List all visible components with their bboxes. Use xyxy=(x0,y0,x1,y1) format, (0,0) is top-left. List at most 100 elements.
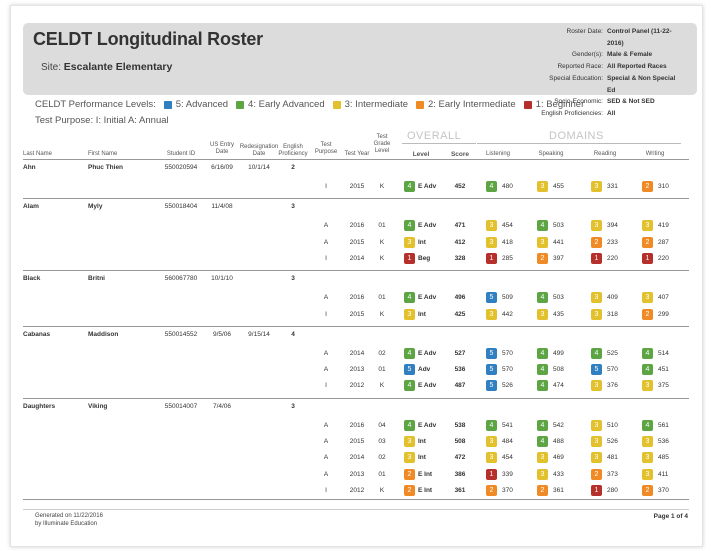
overall-score: 452 xyxy=(454,183,466,190)
filter-row: Gender(s): Male & Female xyxy=(463,49,685,61)
overall-score: 527 xyxy=(454,349,466,357)
roster-filters: Roster Date: Control Panel (11-22-2016) Ge… xyxy=(463,26,685,120)
header-english-proficiency: English Proficiency xyxy=(278,144,308,157)
footer-divider xyxy=(23,509,689,510)
filter-value: Special & Non Special Ed xyxy=(607,74,676,94)
header-test-year: Test Year xyxy=(344,151,370,157)
overall-score: 386 xyxy=(454,470,466,478)
overall-level: Int xyxy=(418,310,426,318)
speaking-badge: 3 xyxy=(537,452,548,464)
filter-value: All Reported Races xyxy=(607,63,667,71)
writing-badge: 3 xyxy=(642,380,653,392)
listening-badge: 2 xyxy=(486,484,497,496)
performance-legend: CELDT Performance Levels: 5: Advanced 4: … xyxy=(35,99,584,110)
student-id: 550020594 xyxy=(164,164,198,171)
reading-score: 526 xyxy=(607,438,618,445)
generated-by: by Illuminate Education xyxy=(35,520,98,527)
writing-score: 514 xyxy=(658,349,669,357)
speaking-badge: 4 xyxy=(537,436,548,447)
level-badge: 4 xyxy=(404,220,415,232)
listening-score: 526 xyxy=(502,382,513,390)
test-purpose: A xyxy=(323,294,329,302)
listening-score: 442 xyxy=(502,310,513,318)
test-year: 2015 xyxy=(349,238,365,246)
listening-badge: 3 xyxy=(486,452,497,464)
overall-divider xyxy=(402,143,476,144)
test-purpose: I xyxy=(325,486,327,494)
test-purpose: A xyxy=(323,438,329,445)
student-first-name: Britni xyxy=(88,275,105,283)
reading-badge: 2 xyxy=(591,468,602,480)
filter-row: Reported Race: All Reported Races xyxy=(463,61,685,73)
test-grade: K xyxy=(379,238,385,246)
reading-score: 220 xyxy=(607,254,618,262)
student-id: 550018404 xyxy=(164,203,198,211)
listening-score: 484 xyxy=(502,438,513,445)
listening-score: 370 xyxy=(502,486,513,494)
us-entry-date: 10/1/10 xyxy=(211,275,233,283)
overall-score: 412 xyxy=(454,238,466,246)
student-divider xyxy=(23,270,689,272)
overall-level: Adv xyxy=(418,366,431,374)
level-badge: 5 xyxy=(404,364,415,376)
report-title: CELDT Longitudinal Roster xyxy=(33,29,263,49)
header-overall: OVERALL xyxy=(407,130,462,142)
legend-text: 1: Beginner xyxy=(535,99,585,110)
test-year: 2016 xyxy=(349,294,365,302)
overall-score: 471 xyxy=(454,222,466,230)
test-year: 2015 xyxy=(349,310,365,318)
test-purpose: A xyxy=(323,421,329,429)
site-line: Site: Escalante Elementary xyxy=(41,61,172,73)
listening-score: 454 xyxy=(502,222,513,230)
test-grade: 01 xyxy=(378,294,386,302)
speaking-badge: 4 xyxy=(537,419,548,431)
student-divider xyxy=(23,325,689,327)
us-entry-date: 6/16/09 xyxy=(211,164,233,171)
header-speaking: Speaking xyxy=(538,151,564,157)
level-badge: 4 xyxy=(404,181,415,192)
student-id: 560067780 xyxy=(164,275,198,283)
speaking-score: 441 xyxy=(553,238,564,246)
level-badge: 4 xyxy=(404,419,415,431)
speaking-score: 397 xyxy=(553,254,564,262)
student-divider xyxy=(23,159,689,160)
test-year: 2014 xyxy=(349,254,365,262)
student-first-name: Myly xyxy=(88,203,103,211)
writing-score: 287 xyxy=(658,238,669,246)
reading-score: 318 xyxy=(607,310,618,318)
listening-badge: 3 xyxy=(486,436,497,447)
speaking-score: 474 xyxy=(553,382,564,390)
page-number: Page 1 of 4 xyxy=(653,513,688,520)
writing-score: 451 xyxy=(658,366,669,374)
speaking-score: 469 xyxy=(553,454,564,462)
speaking-badge: 4 xyxy=(537,347,548,359)
overall-score: 536 xyxy=(454,366,466,374)
listening-badge: 1 xyxy=(486,468,497,480)
legend-item: 5: Advanced xyxy=(163,99,229,110)
header-test-purpose: Test Purpose xyxy=(314,142,338,155)
overall-score: 361 xyxy=(454,486,466,494)
footer: Generated on 11/22/2016 by Illuminate Ed… xyxy=(35,513,103,528)
legend-text: 5: Advanced xyxy=(175,99,229,110)
speaking-score: 435 xyxy=(553,310,564,318)
overall-level: E Adv xyxy=(418,294,437,302)
header-domains: DOMAINS xyxy=(549,130,604,142)
test-year: 2012 xyxy=(349,486,365,494)
student-last-name: Cabanas xyxy=(23,330,51,338)
reading-badge: 3 xyxy=(591,308,602,320)
test-purpose: I xyxy=(325,183,327,190)
writing-badge: 1 xyxy=(642,252,653,264)
redesignation-date: 10/1/14 xyxy=(248,164,270,171)
test-year: 2015 xyxy=(349,183,365,190)
student-id: 550014552 xyxy=(164,330,198,338)
listening-badge: 1 xyxy=(486,252,497,264)
reading-badge: 3 xyxy=(591,436,602,447)
domains-divider xyxy=(477,143,681,144)
overall-level: Int xyxy=(418,454,426,462)
listening-badge: 3 xyxy=(486,236,497,248)
filter-label: Reported Race: xyxy=(557,63,603,71)
report-page: CELDT Longitudinal Roster Site: Escalant… xyxy=(10,5,703,547)
student-last-name: Alam xyxy=(23,203,39,211)
test-grade: K xyxy=(379,183,385,190)
legend-text: 2: Early Intermediate xyxy=(428,99,516,110)
